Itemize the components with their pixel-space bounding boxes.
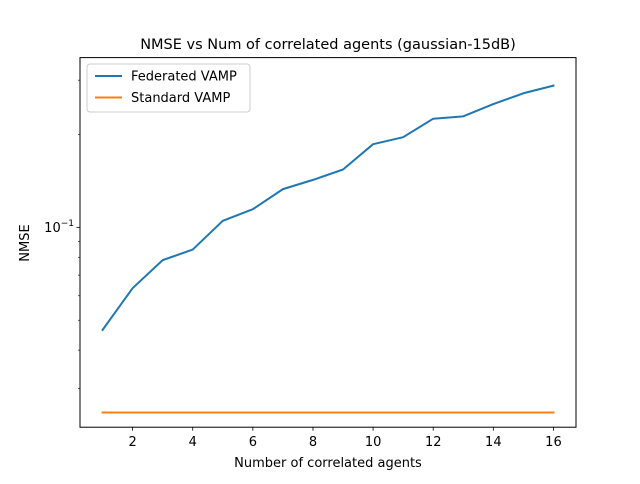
data-point-federated-vamp-12 — [432, 118, 434, 120]
data-point-federated-vamp-15 — [522, 92, 524, 94]
data-point-standard-vamp-8 — [312, 412, 314, 414]
data-point-federated-vamp-13 — [462, 115, 464, 117]
data-point-standard-vamp-6 — [252, 412, 254, 414]
data-point-standard-vamp-10 — [372, 412, 374, 414]
data-point-federated-vamp-2 — [132, 287, 134, 289]
data-point-standard-vamp-4 — [192, 412, 194, 414]
x-axis-label: Number of correlated agents — [234, 456, 422, 471]
y-tick-label: 10−1 — [44, 219, 74, 236]
data-point-federated-vamp-3 — [162, 259, 164, 261]
data-point-standard-vamp-3 — [162, 412, 164, 414]
y-axis-label: NMSE — [18, 224, 33, 261]
x-tick-label: 4 — [189, 435, 197, 450]
plot-area-frame — [79, 57, 577, 428]
data-point-federated-vamp-16 — [552, 85, 554, 87]
series-line-federated-vamp — [101, 84, 555, 332]
x-tick-label: 12 — [425, 435, 442, 450]
x-tick-label: 14 — [485, 435, 502, 450]
plot-lines — [101, 84, 555, 414]
data-point-federated-vamp-4 — [192, 249, 194, 251]
data-point-standard-vamp-12 — [432, 412, 434, 414]
data-point-standard-vamp-11 — [402, 412, 404, 414]
data-point-standard-vamp-15 — [522, 412, 524, 414]
data-point-standard-vamp-14 — [492, 412, 494, 414]
data-point-federated-vamp-8 — [312, 179, 314, 181]
data-point-federated-vamp-11 — [402, 136, 404, 138]
x-tick-label: 6 — [249, 435, 257, 450]
data-point-standard-vamp-9 — [342, 412, 344, 414]
x-tick-label: 8 — [309, 435, 317, 450]
data-point-federated-vamp-14 — [492, 103, 494, 105]
data-point-standard-vamp-13 — [462, 412, 464, 414]
data-point-standard-vamp-2 — [132, 412, 134, 414]
data-point-standard-vamp-7 — [282, 412, 284, 414]
x-axis-ticks: 2 4 6 8 10 12 14 16 — [128, 427, 562, 450]
x-tick-label: 2 — [128, 435, 136, 450]
data-point-federated-vamp-9 — [342, 169, 344, 171]
data-point-standard-vamp-5 — [222, 412, 224, 414]
data-point-federated-vamp-10 — [372, 143, 374, 145]
data-point-federated-vamp-7 — [282, 188, 284, 190]
legend-label-federated-vamp: Federated VAMP — [131, 70, 237, 85]
data-point-standard-vamp-1 — [102, 412, 104, 414]
data-point-federated-vamp-6 — [252, 208, 254, 210]
data-point-standard-vamp-16 — [552, 412, 554, 414]
chart-title: NMSE vs Num of correlated agents (gaussi… — [140, 37, 516, 53]
legend-label-standard-vamp: Standard VAMP — [131, 91, 230, 106]
data-point-federated-vamp-1 — [102, 329, 104, 331]
data-point-federated-vamp-5 — [222, 220, 224, 222]
legend-box — [86, 63, 251, 113]
x-tick-label: 16 — [545, 435, 562, 450]
legend: Federated VAMP Standard VAMP — [86, 63, 251, 113]
x-tick-label: 10 — [365, 435, 382, 450]
